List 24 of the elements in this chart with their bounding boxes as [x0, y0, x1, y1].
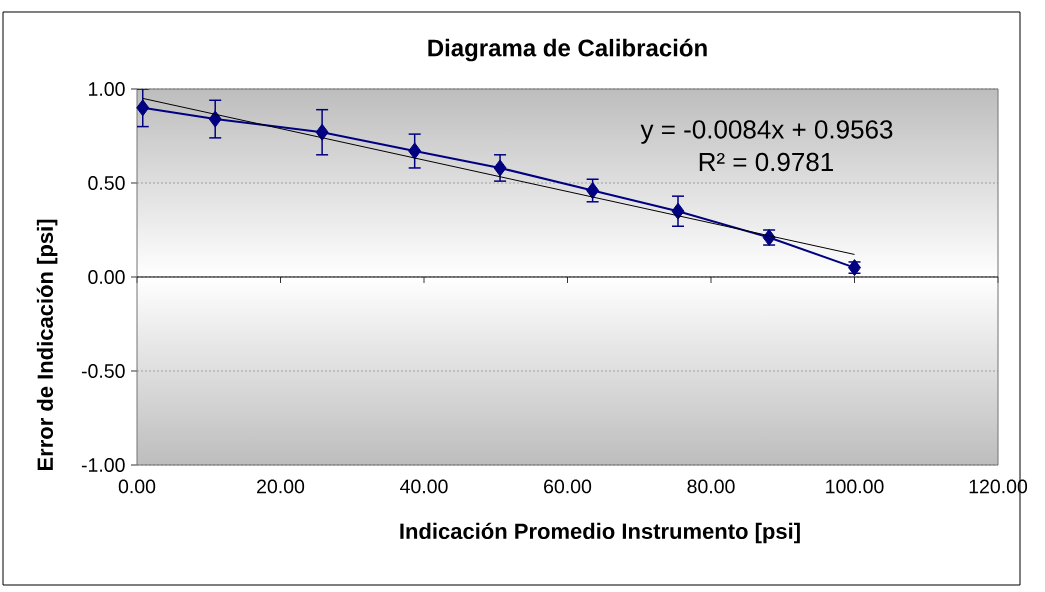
y-tick-label: 0.50	[88, 176, 125, 190]
y-tick-label: -0.50	[81, 364, 125, 378]
x-tick-label: 120.00	[969, 479, 1028, 494]
x-tick-label: 80.00	[687, 479, 735, 494]
point	[493, 159, 507, 177]
point	[208, 110, 222, 128]
point	[315, 123, 329, 141]
annotation: R² = 0.9781	[699, 152, 833, 172]
annotation: y = -0.0084x + 0.9563	[640, 120, 893, 144]
y-axis-title: Error de Indicación [psi]	[36, 219, 58, 471]
y-tick-label: 1.00	[89, 82, 125, 96]
point	[136, 99, 150, 117]
x-tick-label: 60.00	[544, 479, 592, 494]
y-tick-label: -1.00	[81, 458, 125, 472]
x-tick-label: 40.00	[400, 479, 448, 494]
x-tick-label: 20.00	[257, 479, 305, 494]
point	[586, 182, 600, 200]
x-tick-label: 0.00	[118, 479, 156, 494]
y-tick-label: 0.00	[88, 270, 125, 284]
chart-title: Diagrama de Calibración	[428, 38, 707, 62]
point	[671, 202, 685, 220]
x-tick-label: 100.00	[826, 479, 884, 494]
x-axis-title: Indicación Promedio Instrumento [psi]	[400, 522, 800, 544]
point	[408, 142, 422, 160]
